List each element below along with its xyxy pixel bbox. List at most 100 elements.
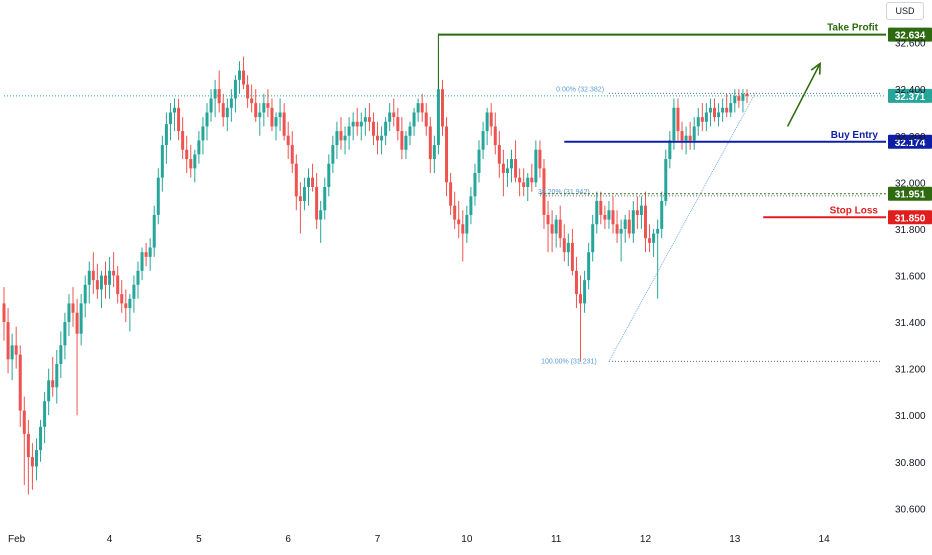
candle-body — [323, 186, 327, 211]
candle-body — [181, 131, 185, 150]
currency-button[interactable]: USD — [886, 2, 924, 20]
candle-body — [156, 177, 160, 215]
candle-body — [440, 89, 444, 127]
price-axis[interactable]: 32.634 32.371 32.174 31.951 31.850 30.600 30.8… — [888, 27, 932, 516]
candle-body — [566, 242, 570, 253]
candle-body — [570, 242, 574, 271]
candle-body — [164, 124, 168, 146]
candle-body — [367, 117, 371, 122]
candle-body — [457, 219, 461, 225]
candle-body — [713, 107, 716, 118]
candle-body — [717, 112, 721, 118]
candle-body — [274, 117, 278, 127]
candle-body — [95, 280, 99, 290]
candle-body — [518, 177, 522, 183]
price-tick-label: 32.000 — [895, 178, 926, 189]
candle-body — [282, 112, 286, 136]
candle-body — [416, 103, 420, 113]
candle-body — [315, 186, 319, 220]
stop-loss-price-text: 31.850 — [895, 213, 926, 224]
candle-body — [583, 280, 587, 304]
candle-body — [388, 112, 392, 122]
candle-body — [635, 210, 639, 215]
candle-body — [128, 298, 132, 309]
candle-body — [290, 145, 294, 164]
candle-body — [420, 103, 424, 113]
time-tick-label: 5 — [196, 534, 202, 545]
price-tick-label: 32.400 — [895, 85, 926, 96]
candle-body — [745, 93, 749, 96]
candle-body — [242, 70, 246, 85]
fib-level-label: 38.20% (31.942) — [538, 189, 590, 196]
candle-body — [298, 196, 302, 201]
price-tick-label: 32.600 — [895, 39, 926, 50]
candle-body — [71, 303, 75, 313]
candle-body — [270, 107, 274, 127]
candle-body — [209, 98, 213, 113]
candle-body — [331, 145, 335, 164]
price-tick-label: 30.800 — [895, 458, 926, 469]
candle-body — [574, 270, 578, 295]
candle-body — [87, 270, 91, 285]
candle-body — [692, 126, 696, 141]
candle-body — [168, 112, 172, 125]
candle-body — [579, 294, 583, 304]
candle-body — [327, 163, 331, 187]
candle-body — [660, 200, 664, 229]
candle-body — [63, 322, 67, 346]
time-tick-label: 4 — [107, 534, 113, 545]
candle-body — [250, 98, 254, 104]
candle-body — [554, 219, 558, 234]
projection-arrow-shaft — [786, 63, 821, 127]
candle-body — [530, 177, 534, 183]
fib-level-label: 100.00% (31.231) — [541, 358, 597, 365]
candle-body — [185, 149, 189, 160]
candle-body — [217, 89, 221, 104]
candle-body — [489, 112, 493, 127]
candle-body — [258, 112, 262, 118]
candle-body — [246, 84, 250, 99]
candle-body — [656, 228, 660, 234]
candle-body — [193, 154, 197, 169]
candle-body — [497, 145, 501, 164]
time-axis[interactable]: Feb 4 5 6 7 10 11 12 13 14 — [8, 534, 830, 545]
candle-body — [639, 205, 643, 215]
overlays-layer: 0.00% (32.382) 38.20% (31.942) 100.00% (31… — [4, 23, 886, 365]
candle-body — [737, 96, 741, 101]
candle-body — [140, 252, 144, 271]
candle-body — [39, 426, 43, 451]
candle-body — [335, 131, 339, 146]
candle-body — [104, 275, 107, 285]
price-tick-label: 30.600 — [895, 504, 926, 515]
candle-body — [205, 112, 209, 127]
candle-body — [108, 270, 112, 285]
candle-body — [55, 363, 59, 388]
candle-body — [347, 126, 351, 136]
price-tick-label: 31.800 — [895, 225, 926, 236]
candle-body — [124, 303, 128, 309]
candle-body — [197, 140, 201, 155]
candle-body — [550, 224, 554, 234]
candle-body — [648, 238, 652, 243]
candle-body — [47, 380, 51, 402]
stop-loss-price-tag — [888, 210, 932, 225]
candle-body — [22, 410, 26, 434]
buy-entry-price-tag — [888, 134, 932, 149]
candle-body — [514, 159, 518, 178]
candle-body — [189, 159, 193, 169]
fib-level-label: 0.00% (32.382) — [556, 86, 604, 93]
buy-entry-price-text: 32.174 — [895, 138, 926, 149]
candle-body — [603, 214, 607, 220]
candle-body — [501, 163, 505, 174]
candle-body — [485, 112, 489, 132]
candle-body — [10, 345, 14, 360]
candle-body — [708, 107, 712, 113]
fib-trend-line — [608, 93, 756, 362]
candle-body — [294, 163, 298, 197]
candle-body — [652, 233, 656, 243]
candle-body — [116, 275, 120, 295]
candle-body — [672, 107, 676, 141]
candle-body — [59, 345, 63, 364]
